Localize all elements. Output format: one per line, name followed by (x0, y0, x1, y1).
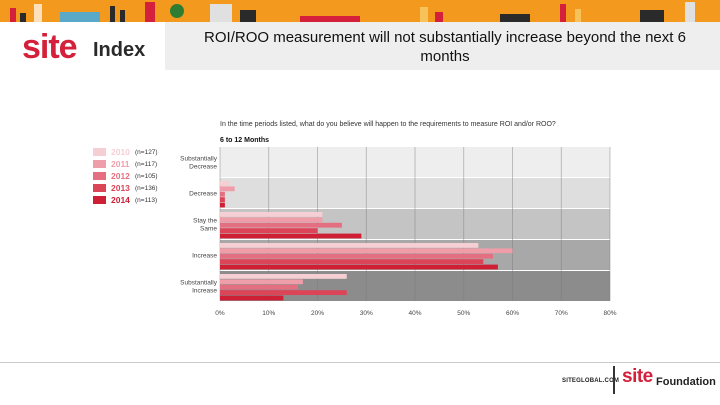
bar-2013-substantially-increase (220, 290, 347, 295)
header-logo-area (0, 22, 165, 70)
bar-2010-increase (220, 243, 479, 248)
site-foundation-logo-suffix: Foundation (656, 376, 716, 388)
bar-2012-decrease (220, 191, 225, 197)
category-label: Decrease (189, 191, 217, 198)
bar-2010-stay-the-same (220, 212, 323, 217)
legend-swatch (93, 160, 106, 168)
x-tick-label: 50% (457, 310, 470, 317)
decorative-banner (0, 0, 720, 22)
bar-2011-increase (220, 248, 513, 254)
bar-2013-increase (220, 259, 484, 264)
legend-count: (n=113) (135, 197, 158, 204)
site-foundation-logo[interactable]: site (622, 366, 653, 387)
bar-2013-stay-the-same (220, 228, 318, 233)
site-index-logo[interactable]: site (22, 28, 78, 66)
legend-count: (n=127) (135, 149, 158, 156)
bar-2012-stay-the-same (220, 222, 342, 228)
bar-2013-decrease (220, 197, 225, 202)
bar-2014-stay-the-same (220, 233, 362, 239)
x-tick-label: 80% (603, 310, 616, 317)
bar-2012-substantially-increase (220, 284, 298, 290)
legend-count: (n=136) (135, 185, 158, 192)
x-tick-label: 30% (360, 310, 373, 317)
category-label: Substantially Decrease (180, 156, 218, 171)
bar-2014-increase (220, 264, 498, 270)
bar-2010-decrease (220, 181, 230, 186)
bar-2011-stay-the-same (220, 217, 323, 223)
x-tick-label: 20% (311, 310, 324, 317)
category-label: Increase (192, 253, 217, 260)
legend-swatch (93, 196, 106, 204)
x-tick-label: 40% (408, 310, 421, 317)
footer-separator (613, 366, 615, 394)
title-band (165, 22, 720, 70)
legend-count: (n=117) (135, 161, 158, 168)
category-label: Stay the Same (193, 218, 217, 233)
bar-2011-substantially-increase (220, 279, 303, 285)
legend-year: 2011 (111, 159, 130, 169)
category-label: Substantially Increase (180, 280, 218, 295)
legend-year: 2010 (111, 147, 130, 157)
page-title: ROI/ROO measurement will not substantial… (204, 29, 686, 65)
legend-year: 2014 (111, 195, 130, 205)
x-tick-label: 10% (262, 310, 275, 317)
legend-swatch (93, 184, 106, 192)
x-tick-label: 70% (555, 310, 568, 317)
legend-count: (n=105) (135, 173, 158, 180)
footer-divider (0, 362, 720, 363)
bar-2011-decrease (220, 186, 235, 192)
bar-2014-decrease (220, 202, 225, 208)
bar-2012-increase (220, 253, 493, 259)
legend-year: 2013 (111, 183, 130, 193)
legend-year: 2012 (111, 171, 130, 181)
x-tick-label: 60% (506, 310, 519, 317)
bar-2014-substantially-increase (220, 295, 284, 301)
legend-swatch (93, 148, 106, 156)
legend-swatch (93, 172, 106, 180)
footer-url-link[interactable]: SITEGLOBAL.COM (562, 378, 620, 384)
bar-2010-substantially-increase (220, 274, 347, 279)
chart-subtitle: 6 to 12 Months (220, 137, 270, 144)
x-tick-label: 0% (215, 310, 225, 317)
site-index-logo-suffix: Index (93, 39, 146, 61)
chart-question: In the time periods listed, what do you … (220, 121, 556, 128)
